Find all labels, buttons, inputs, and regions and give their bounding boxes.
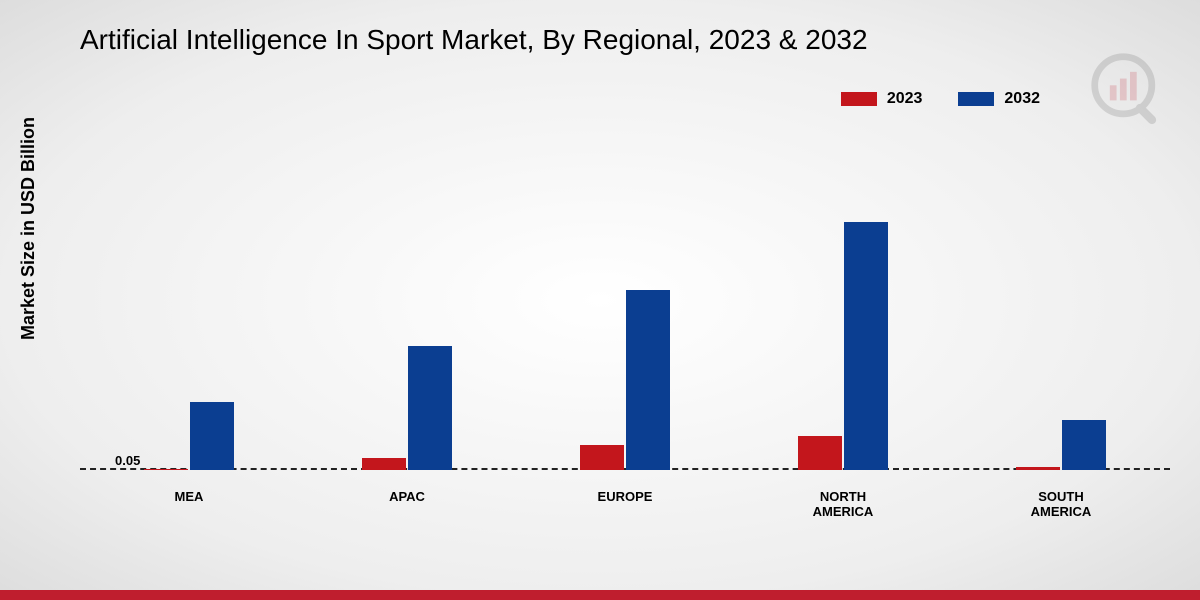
bar-group — [298, 160, 516, 470]
bar-2032 — [1062, 420, 1106, 470]
footer-accent-band — [0, 590, 1200, 600]
legend-item-2032: 2032 — [958, 90, 1040, 108]
bar-2023 — [1016, 467, 1060, 470]
bar-2023 — [362, 458, 406, 470]
y-axis-label: Market Size in USD Billion — [18, 117, 39, 340]
bar-2032 — [190, 402, 234, 470]
legend-label-2032: 2032 — [1004, 90, 1040, 108]
x-axis-tick-label: MEA — [80, 490, 298, 520]
bar-2032 — [844, 222, 888, 470]
bar-2032 — [408, 346, 452, 470]
legend-item-2023: 2023 — [841, 90, 923, 108]
legend-swatch-2023 — [841, 92, 877, 106]
bar-value-label: 0.05 — [115, 453, 140, 468]
x-axis-tick-label: EUROPE — [516, 490, 734, 520]
bar-group — [952, 160, 1170, 470]
bar-2023 — [798, 436, 842, 470]
chart-title: Artificial Intelligence In Sport Market,… — [80, 24, 868, 56]
bar-groups: 0.05 — [80, 160, 1170, 470]
x-axis-tick-label: SOUTH AMERICA — [952, 490, 1170, 520]
bar-group: 0.05 — [80, 160, 298, 470]
brand-logo-watermark — [1088, 50, 1172, 134]
x-axis-labels: MEAAPACEUROPENORTH AMERICASOUTH AMERICA — [80, 490, 1170, 520]
bar-group — [516, 160, 734, 470]
plot-area: 0.05 MEAAPACEUROPENORTH AMERICASOUTH AME… — [80, 160, 1170, 530]
legend-swatch-2032 — [958, 92, 994, 106]
x-axis-tick-label: NORTH AMERICA — [734, 490, 952, 520]
bar-2023 — [144, 469, 188, 470]
bar-group — [734, 160, 952, 470]
legend-label-2023: 2023 — [887, 90, 923, 108]
bar-2032 — [626, 290, 670, 470]
legend: 2023 2032 — [841, 90, 1040, 108]
x-axis-tick-label: APAC — [298, 490, 516, 520]
bar-2023 — [580, 445, 624, 470]
